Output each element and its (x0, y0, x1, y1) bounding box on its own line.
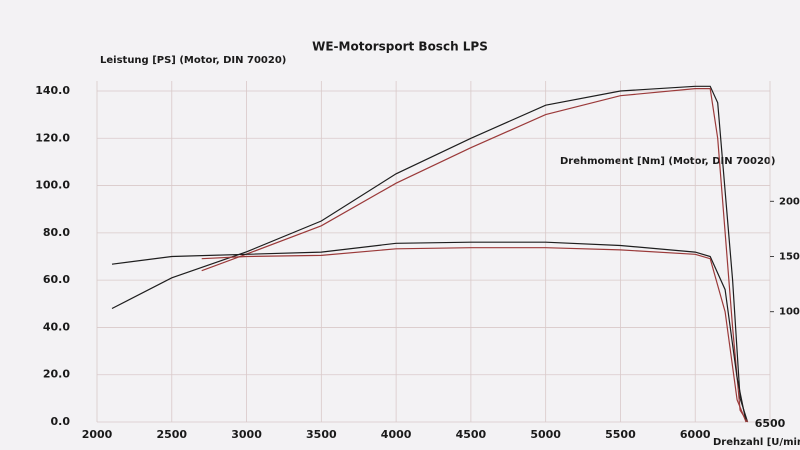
x-tick-label: 3000 (231, 428, 262, 441)
y2-tick-label: 150.0 (779, 252, 800, 263)
curve (201, 247, 747, 423)
x-tick-label: 4500 (456, 428, 487, 441)
x-axis-label: Drehzahl [U/min] (713, 437, 800, 448)
y-tick-label: 0.0 (51, 415, 71, 428)
y-tick-label: 80.0 (43, 226, 70, 239)
curve (111, 85, 749, 423)
y-tick-label: 40.0 (43, 320, 70, 333)
x-tick-label: 6500 (755, 417, 786, 430)
y-tick-label: 100.0 (35, 179, 70, 192)
curve (111, 241, 747, 423)
y-tick-label: 60.0 (43, 273, 70, 286)
x-tick-label: 2000 (82, 428, 113, 441)
y2-tick-label: 100.0 (779, 307, 800, 318)
y-tick-label: 140.0 (35, 84, 70, 97)
x-tick-label: 2500 (156, 428, 187, 441)
x-tick-label: 5500 (605, 428, 636, 441)
curve (201, 88, 749, 423)
y-tick-label: 120.0 (35, 131, 70, 144)
x-tick-label: 4000 (381, 428, 412, 441)
x-tick-label: 5000 (530, 428, 561, 441)
y-axis-label: Leistung [PS] (Motor, DIN 70020) (100, 55, 286, 66)
y2-axis-label: Drehmoment [Nm] (Motor, DIN 70020) (560, 156, 775, 167)
chart-title: WE-Motorsport Bosch LPS (312, 40, 488, 54)
y2-tick-label: 200.0 (779, 196, 800, 207)
x-tick-label: 3500 (306, 428, 337, 441)
x-tick-label: 6000 (680, 428, 711, 441)
y-tick-label: 20.0 (43, 368, 70, 381)
